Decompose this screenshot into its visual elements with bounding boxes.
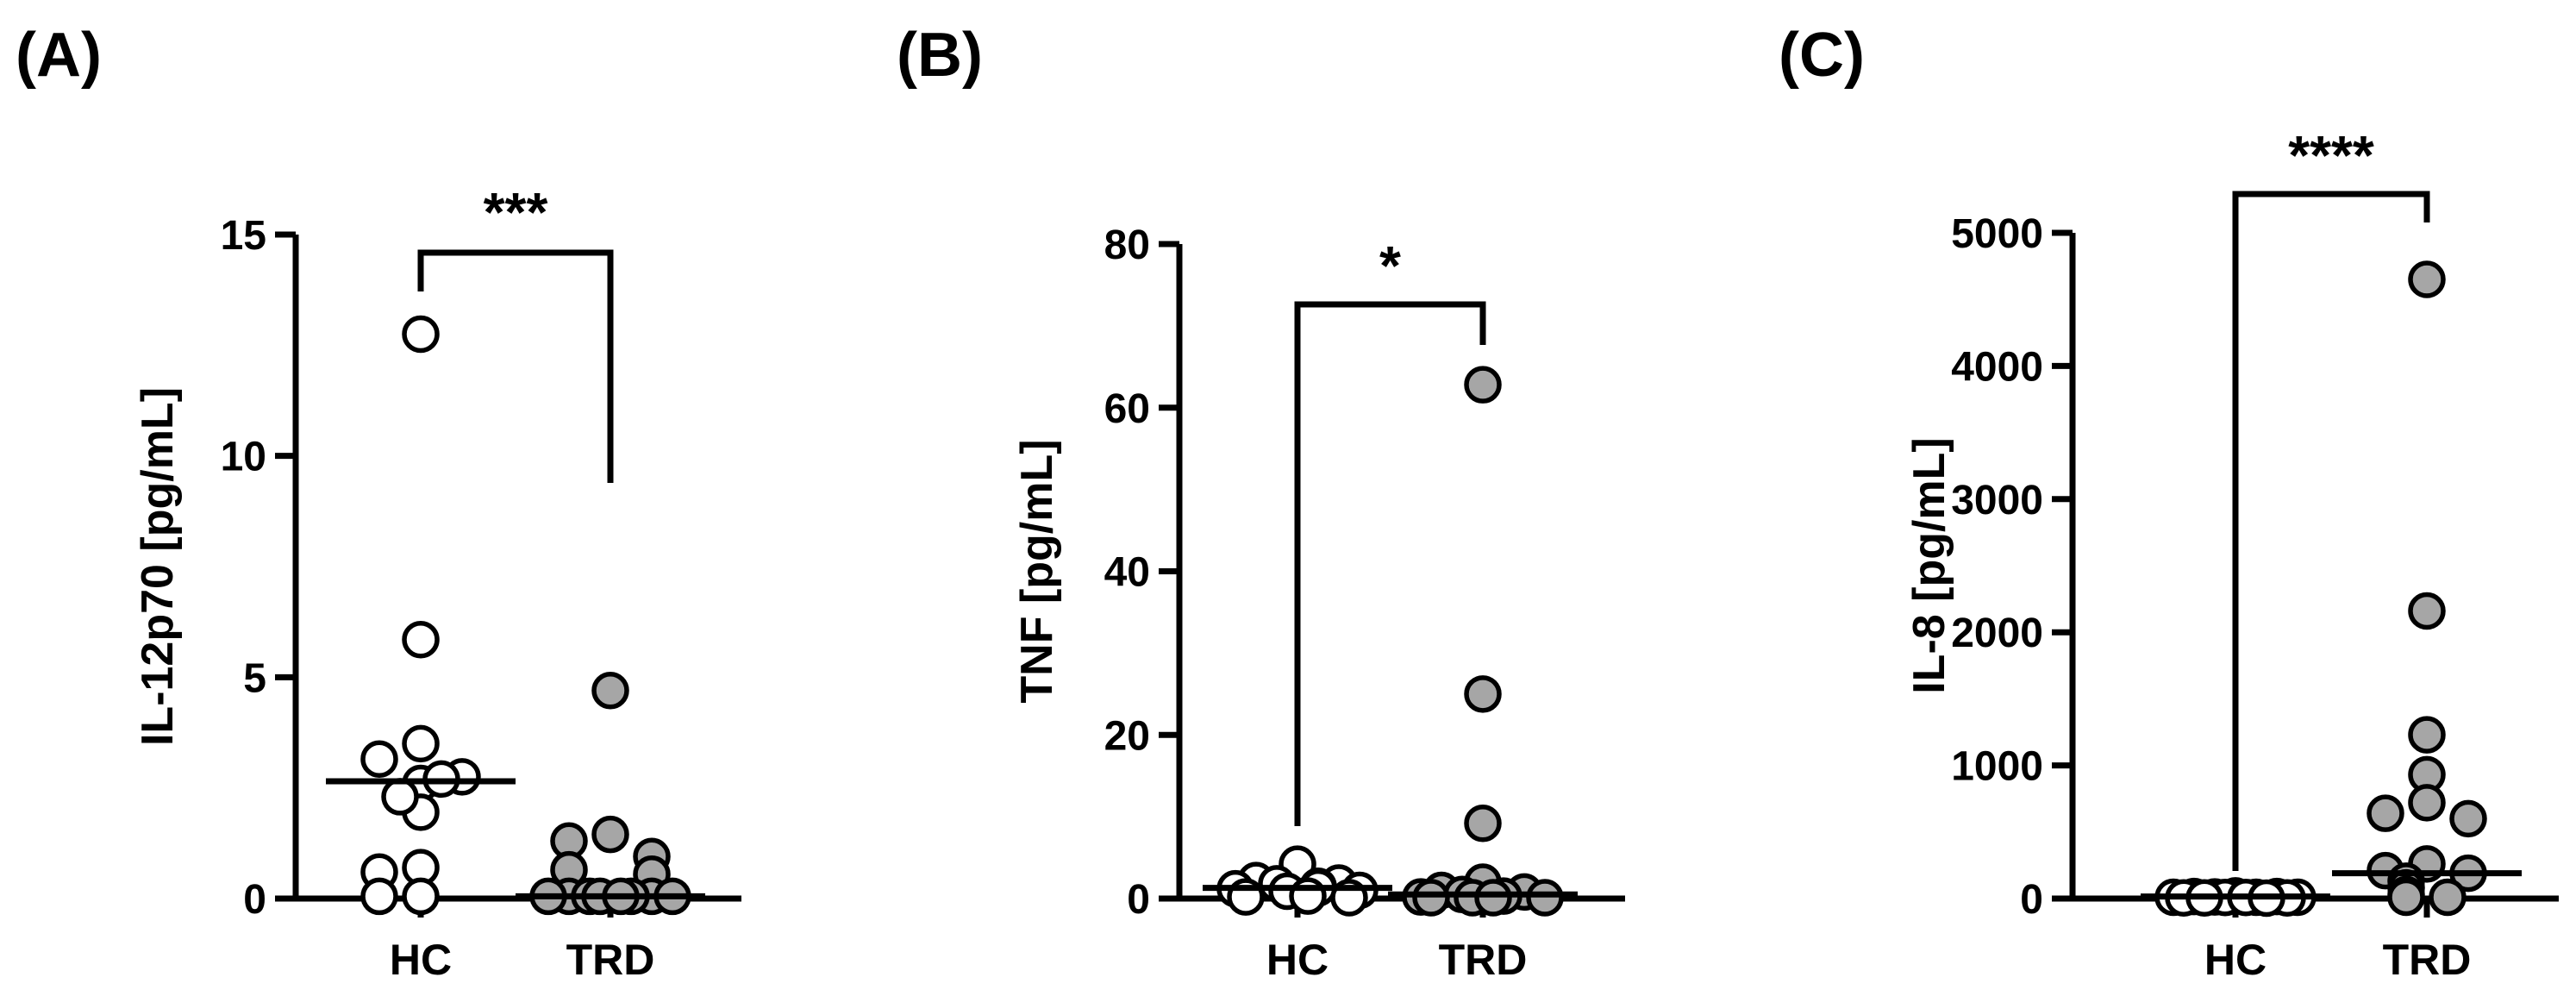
significance-label: *** <box>484 181 548 243</box>
y-tick-label: 60 <box>1104 386 1150 432</box>
data-point-hc <box>402 877 440 916</box>
data-point-trd <box>2408 716 2446 754</box>
y-tick-label: 5000 <box>1951 211 2043 257</box>
x-category-label-hc: HC <box>1266 936 1329 984</box>
data-point-trd <box>591 815 629 854</box>
panel-a: (A) 0 5 10 15 IL-12p70 [pg/mL] HC TRD *** <box>16 21 741 984</box>
data-point-trd <box>2429 878 2467 917</box>
data-point-hc <box>402 724 440 763</box>
panel-c: (C) 0 1000 2000 3000 4000 5000 IL-8 [pg/mL] HC TR… <box>1779 21 2559 984</box>
y-tick-label: 0 <box>243 877 266 923</box>
data-point-hc <box>360 877 398 916</box>
y-tick-label: 15 <box>221 213 266 259</box>
panel-b: (B) 0 20 40 60 80 TNF [pg/mL] HC TRD * <box>897 21 1625 984</box>
panel-label: (C) <box>1779 21 1865 90</box>
data-point-trd <box>1526 879 1564 917</box>
x-category-label-trd: TRD <box>566 936 655 984</box>
data-point-trd <box>2387 878 2425 917</box>
data-point-trd <box>591 671 629 710</box>
significance-label: * <box>1379 235 1401 297</box>
y-tick-label: 0 <box>2020 877 2043 923</box>
data-point-trd <box>2449 799 2487 838</box>
data-point-trd <box>1464 675 1502 713</box>
panel-label: (B) <box>897 21 983 90</box>
y-tick-label: 2000 <box>1951 611 2043 656</box>
data-point-trd <box>2408 784 2446 822</box>
data-point-hc <box>402 620 440 659</box>
significance-bracket <box>1294 301 1486 826</box>
y-tick-label: 20 <box>1104 713 1150 759</box>
data-point-hc <box>381 778 419 816</box>
data-point-trd <box>1464 804 1502 843</box>
data-point-hc <box>360 740 398 779</box>
x-category-label-trd: TRD <box>2383 936 2472 984</box>
y-axis-label: TNF [pg/mL] <box>1012 439 1062 703</box>
y-tick-label: 1000 <box>1951 744 2043 790</box>
panel-label: (A) <box>16 21 102 90</box>
data-point-trd <box>2408 592 2446 630</box>
y-tick-label: 10 <box>221 435 266 480</box>
y-tick-label: 40 <box>1104 550 1150 596</box>
x-category-label-hc: HC <box>390 936 452 984</box>
data-point-trd <box>2367 794 2404 832</box>
y-tick-label: 4000 <box>1951 344 2043 390</box>
data-point-trd <box>1464 366 1502 404</box>
significance-bracket <box>2232 191 2430 871</box>
data-point-trd <box>2408 260 2446 298</box>
significance-label: **** <box>2288 124 2374 186</box>
y-tick-label: 5 <box>243 655 266 701</box>
data-point-hc <box>402 315 440 354</box>
data-point-hc <box>1289 877 1327 915</box>
y-tick-label: 3000 <box>1951 478 2043 523</box>
y-axis-label: IL-8 [pg/mL] <box>1904 437 1954 694</box>
significance-bracket <box>417 249 614 483</box>
x-category-label-hc: HC <box>2204 936 2267 984</box>
y-tick-label: 0 <box>1127 877 1150 923</box>
y-tick-label: 80 <box>1104 222 1150 268</box>
y-axis-label: IL-12p70 [pg/mL] <box>133 387 183 746</box>
data-point-trd <box>1474 879 1512 917</box>
x-category-label-trd: TRD <box>1439 936 1528 984</box>
data-point-trd <box>1412 879 1450 917</box>
